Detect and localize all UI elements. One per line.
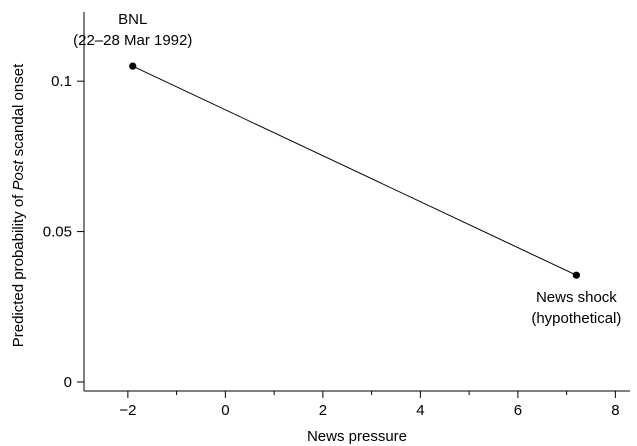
annotation-label: (22–28 Mar 1992) — [73, 32, 192, 49]
y-tick-label: 0.05 — [43, 224, 72, 241]
x-tick-label: 8 — [611, 402, 619, 419]
x-tick-label: 4 — [416, 402, 424, 419]
x-tick-label: 6 — [514, 402, 522, 419]
y-axis-title-part-2: Post — [10, 160, 27, 191]
annotation-label: (hypothetical) — [531, 310, 621, 327]
data-point — [572, 271, 580, 279]
data-point — [129, 62, 137, 70]
x-tick-label: 0 — [221, 402, 229, 419]
annotations: BNL (22–28 Mar 1992) News shock (hypothetic… — [73, 11, 621, 327]
y-tick-label: 0 — [64, 374, 72, 391]
y-axis-title: Predicted probability of Post scandal on… — [10, 63, 27, 347]
y-ticks: 0 0.05 0.1 — [43, 73, 84, 391]
x-tick-label: −2 — [119, 402, 136, 419]
x-tick-label: 2 — [319, 402, 327, 419]
series — [129, 62, 580, 279]
x-axis-title: News pressure — [307, 428, 407, 445]
series-line — [132, 65, 577, 276]
y-tick-label: 0.1 — [51, 73, 72, 90]
axes — [83, 12, 630, 392]
annotation-label: News shock — [536, 289, 617, 306]
y-axis-title-part-1: Predicted probability of — [10, 190, 27, 347]
y-axis-title-part-3: scandal onset — [10, 63, 27, 161]
annotation-label: BNL — [118, 11, 147, 28]
x-ticks: −2 0 2 4 6 8 — [119, 391, 620, 419]
